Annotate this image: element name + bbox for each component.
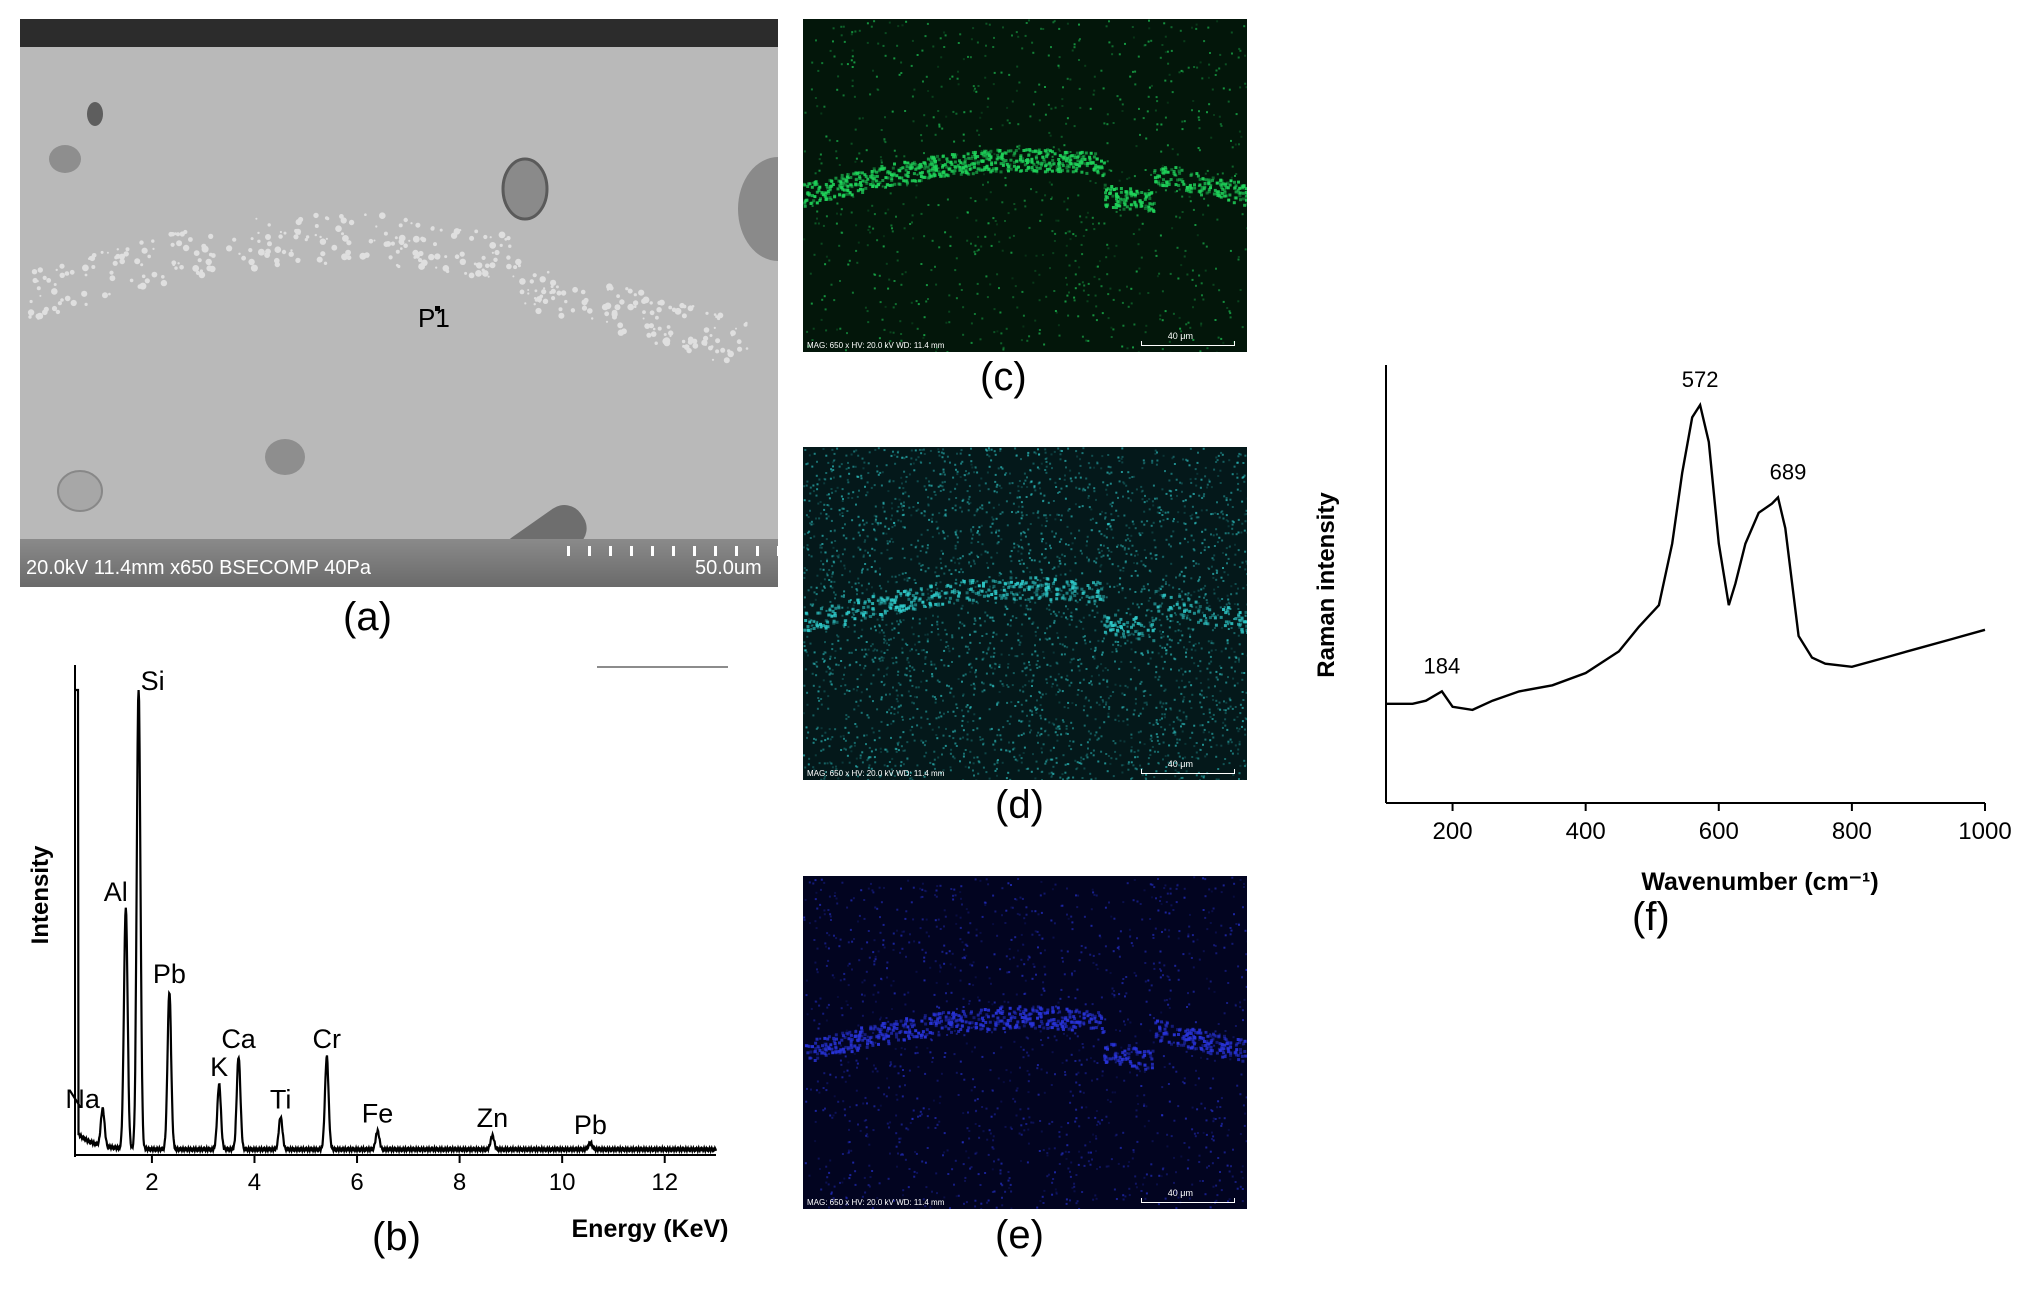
- raman-x-axis-label: Wavenumber (cm⁻¹): [1641, 868, 1878, 896]
- raman-peak-label: 184: [1424, 653, 1461, 678]
- eds-peak-label: Zn: [477, 1103, 509, 1133]
- map-c-noise: [803, 19, 1247, 352]
- eds-peak-label: Cr: [313, 1024, 342, 1054]
- eds-x-tick-label: 8: [453, 1169, 466, 1196]
- eds-x-tick-label: 4: [248, 1169, 261, 1196]
- panel-label-d: (d): [995, 783, 1044, 827]
- map-d-scale-label: 40 μm: [1167, 759, 1193, 769]
- point-label: P1: [418, 303, 450, 333]
- panel-label-c: (c): [980, 355, 1027, 399]
- panel-label-a: (a): [343, 595, 392, 639]
- eds-y-axis-label: Intensity: [27, 845, 54, 944]
- raman-x-tick-label: 800: [1832, 818, 1872, 845]
- map-d-scale-bar: [1141, 769, 1235, 774]
- eds-x-tick-label: 10: [549, 1169, 576, 1196]
- eds-x-axis-label: Energy (KeV): [572, 1215, 729, 1243]
- sem-info-bar: 20.0kV 11.4mm x650 BSECOMP 40Pa: [26, 557, 371, 579]
- panel-label-f: (f): [1632, 895, 1670, 939]
- eds-x-tick-label: 12: [651, 1169, 678, 1196]
- panel-label-e: (e): [995, 1213, 1044, 1257]
- map-d-caption: MAG: 650 x HV: 20.0 kV WD: 11.4 mm: [807, 769, 945, 778]
- map-e-scale-label: 40 μm: [1167, 1188, 1193, 1198]
- raman-x-tick-label: 600: [1699, 818, 1739, 845]
- raman-spectrum-line: [1386, 401, 1986, 712]
- map-e: MAG: 650 x HV: 20.0 kV WD: 11.4 mm 40 μm: [803, 876, 1247, 1209]
- panel-label-b: (b): [372, 1215, 421, 1259]
- raman-y-axis-label: Raman intensity: [1313, 492, 1340, 678]
- eds-peak-label: Si: [141, 666, 165, 696]
- eds-peak-label: Ti: [270, 1084, 292, 1114]
- raman-x-tick-label: 200: [1433, 818, 1473, 845]
- eds-x-tick-label: 6: [350, 1169, 363, 1196]
- sem-top-band: [20, 19, 778, 47]
- map-c-caption: MAG: 650 x HV: 20.0 kV WD: 11.4 mm: [807, 341, 945, 350]
- raman-spectrum-chart: 200 400 600 800 1000 184 572 689 Raman intensi…: [1313, 365, 2012, 896]
- eds-peak-label: Ca: [221, 1024, 256, 1054]
- map-c-scale-bar: [1141, 341, 1235, 346]
- sem-image: P1 20.0kV 11.4mm x650 BSECOMP 40Pa 50.0u…: [20, 19, 778, 587]
- map-e-noise: [803, 876, 1247, 1209]
- map-d-noise: [803, 447, 1247, 780]
- sem-scale-bar: [567, 546, 778, 556]
- eds-x-tick-label: 2: [145, 1169, 158, 1196]
- sem-features: [27, 102, 778, 577]
- eds-spectrum-chart: 2 4 6 8 10 12 Na Al Si Pb KCa Ti Cr Fe Zn Pb Intensity…: [27, 665, 729, 1243]
- map-d: MAG: 650 x HV: 20.0 kV WD: 11.4 mm 40 μm: [803, 447, 1247, 780]
- eds-peak-label: Na: [65, 1084, 100, 1114]
- eds-peak-label: Fe: [362, 1098, 394, 1128]
- eds-peak-label: Pb: [153, 959, 186, 989]
- map-e-caption: MAG: 650 x HV: 20.0 kV WD: 11.4 mm: [807, 1198, 945, 1207]
- eds-spectrum-line: [75, 688, 718, 1155]
- map-c-scale-label: 40 μm: [1167, 331, 1193, 341]
- raman-x-tick-label: 400: [1566, 818, 1606, 845]
- raman-peak-label: 572: [1682, 367, 1719, 392]
- raman-peak-label: 689: [1770, 459, 1807, 484]
- eds-peak-label: K: [210, 1052, 228, 1082]
- map-e-scale-bar: [1141, 1198, 1235, 1203]
- eds-peak-label: Al: [104, 877, 128, 907]
- map-c: MAG: 650 x HV: 20.0 kV WD: 11.4 mm 40 μm: [803, 19, 1247, 352]
- raman-x-tick-label: 1000: [1958, 818, 2011, 845]
- sem-scale-label: 50.0um: [695, 557, 762, 579]
- eds-peak-label: Pb: [574, 1110, 607, 1140]
